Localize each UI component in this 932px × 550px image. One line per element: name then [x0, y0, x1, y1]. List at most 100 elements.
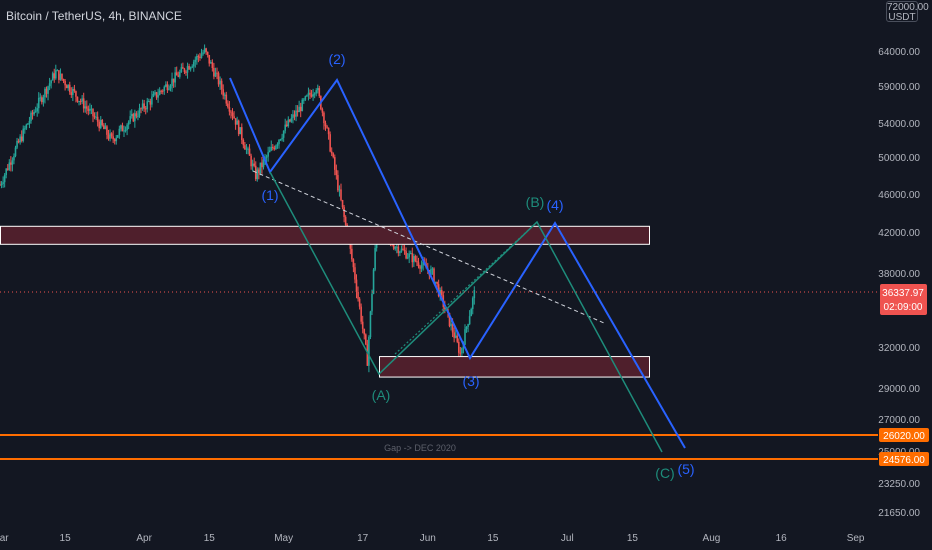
- candle: [92, 108, 94, 123]
- candle: [406, 253, 409, 260]
- candle: [334, 154, 336, 176]
- currency-unit-label[interactable]: 72000.00 USDT: [886, 1, 929, 23]
- candle: [239, 127, 242, 135]
- candle: [245, 144, 248, 155]
- candle: [414, 254, 417, 263]
- candle: [216, 67, 218, 80]
- candle: [307, 87, 310, 101]
- candle: [365, 333, 367, 346]
- candle: [134, 109, 136, 128]
- time-tick: 15: [487, 533, 499, 544]
- candle: [399, 250, 401, 257]
- candle: [151, 90, 153, 108]
- candle: [431, 267, 434, 275]
- candle: [177, 71, 180, 78]
- candle: [168, 84, 170, 91]
- candle: [262, 158, 265, 170]
- candle: [344, 215, 347, 226]
- candle: [371, 289, 373, 316]
- candle: [64, 79, 66, 91]
- candle: [214, 67, 217, 78]
- candle: [196, 53, 198, 65]
- candle: [200, 48, 203, 59]
- candle: [420, 260, 423, 273]
- candle: [98, 119, 100, 132]
- candle: [3, 173, 6, 188]
- candle: [335, 164, 338, 180]
- candle: [185, 70, 187, 76]
- candle: [341, 199, 344, 210]
- candle: [458, 338, 460, 357]
- candle: [90, 104, 93, 115]
- candle: [99, 116, 102, 130]
- candle: [124, 126, 127, 133]
- supply-demand-zones: [0, 225, 650, 378]
- candle: [273, 145, 276, 151]
- candle: [267, 146, 269, 162]
- candle: [250, 153, 252, 170]
- candles: [0, 44, 476, 373]
- candle: [210, 60, 212, 64]
- candle: [352, 258, 355, 273]
- candle: [313, 92, 316, 99]
- candle: [206, 51, 209, 58]
- candle: [408, 250, 410, 264]
- candle: [253, 157, 255, 168]
- time-tick: Apr: [136, 533, 152, 544]
- candle: [28, 116, 31, 129]
- time-tick: May: [274, 533, 293, 544]
- candle: [5, 168, 7, 179]
- trendline: [252, 170, 605, 324]
- price-tick: 38000.00: [878, 269, 920, 280]
- candle: [208, 54, 211, 67]
- candle: [48, 77, 51, 91]
- impulse-wave: [229, 77, 686, 449]
- candle: [301, 98, 304, 112]
- candle: [337, 170, 339, 193]
- candle: [329, 131, 331, 153]
- price-zone: [0, 225, 650, 245]
- candle: [268, 146, 271, 153]
- candle: [160, 89, 162, 94]
- candle: [411, 247, 414, 268]
- candle: [137, 110, 139, 121]
- candle: [186, 62, 189, 79]
- time-tick: Mar: [0, 533, 9, 544]
- candle: [8, 159, 11, 171]
- price-tick: 50000.00: [878, 153, 920, 164]
- candle: [316, 84, 319, 94]
- candle: [372, 268, 375, 295]
- candle: [62, 78, 65, 84]
- candle: [453, 327, 455, 343]
- candle: [241, 123, 243, 145]
- candle: [219, 76, 221, 90]
- candle: [290, 114, 293, 123]
- candle: [191, 64, 193, 69]
- candle: [149, 98, 152, 111]
- candle: [13, 153, 15, 165]
- candle: [326, 124, 328, 129]
- candle: [33, 109, 35, 117]
- candle: [282, 130, 285, 142]
- candle: [258, 167, 260, 180]
- candle: [107, 129, 110, 141]
- candle: [450, 318, 452, 331]
- candle: [82, 92, 85, 113]
- candle: [115, 134, 118, 145]
- candle: [360, 303, 362, 325]
- price-tick: 29000.00: [878, 384, 920, 395]
- candle: [141, 99, 144, 111]
- price-tick: 54000.00: [878, 119, 920, 130]
- candle: [467, 323, 469, 333]
- candle: [61, 73, 63, 81]
- candle: [343, 205, 345, 223]
- wave-label: (4): [546, 197, 563, 213]
- candle: [157, 88, 159, 103]
- wave-label: (1): [261, 187, 278, 203]
- candle: [296, 105, 299, 117]
- candle: [327, 127, 330, 140]
- candle: [279, 138, 282, 141]
- symbol-title: Bitcoin / TetherUS, 4h, BINANCE: [6, 9, 182, 23]
- candle: [95, 112, 97, 120]
